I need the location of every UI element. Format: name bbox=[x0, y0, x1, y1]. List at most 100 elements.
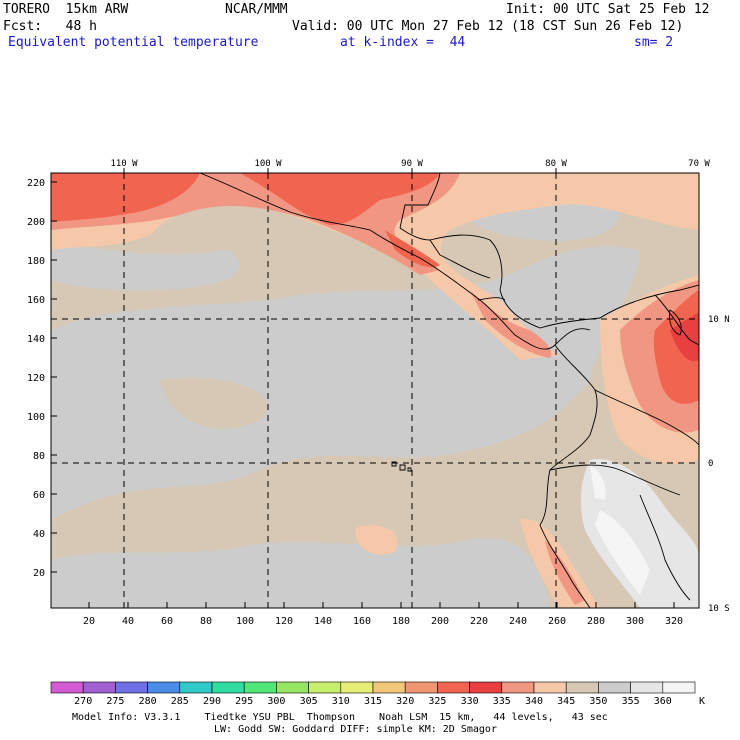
colorbar-swatch bbox=[533, 681, 567, 694]
colorbar-swatch bbox=[276, 681, 309, 694]
latitude-labels: 10 N 0 10 S bbox=[708, 315, 730, 614]
colorbar-label: 345 bbox=[557, 696, 576, 707]
valid-time: Valid: 00 UTC Mon 27 Feb 12 (18 CST Sun … bbox=[292, 19, 684, 34]
salmon-central-america bbox=[470, 290, 552, 358]
x-tick-marks bbox=[88, 602, 675, 608]
andes-light bbox=[580, 459, 699, 608]
andes-white-2 bbox=[590, 465, 606, 500]
colorbar-swatch bbox=[243, 681, 277, 694]
salmon-peru-coast bbox=[545, 540, 585, 605]
colorbar-label: 320 bbox=[396, 696, 415, 707]
longitude-labels: 110 W 100 W 90 W 80 W 70 W bbox=[110, 159, 710, 169]
lon-label: 100 W bbox=[254, 159, 282, 169]
colorbar-label: 280 bbox=[138, 696, 157, 707]
center-label: NCAR/MMM bbox=[225, 2, 288, 17]
colorbar-swatch bbox=[630, 681, 664, 694]
y-label: 180 bbox=[27, 256, 45, 267]
x-label: 260 bbox=[548, 616, 566, 627]
galapagos-3 bbox=[407, 467, 412, 472]
red-deep-colombia bbox=[670, 312, 699, 362]
y-label: 80 bbox=[33, 451, 45, 462]
lon-label: 70 W bbox=[688, 159, 710, 169]
init-time: Init: 00 UTC Sat 25 Feb 12 bbox=[506, 2, 710, 17]
model-info-line2: LW: Godd SW: Goddard DIFF: simple KM: 2D… bbox=[214, 724, 497, 735]
colorbar-label: 315 bbox=[363, 696, 383, 707]
y-label: 100 bbox=[27, 412, 45, 423]
smoothing-label: sm= 2 bbox=[634, 35, 674, 50]
x-label: 220 bbox=[470, 616, 488, 627]
level-label: at k-index = 44 bbox=[340, 35, 466, 50]
x-label: 140 bbox=[314, 616, 332, 627]
x-label: 40 bbox=[122, 616, 134, 627]
y-label: 120 bbox=[27, 373, 45, 384]
colorbar-label: 305 bbox=[299, 696, 318, 707]
lon-tick-marks bbox=[123, 168, 557, 173]
field-shading bbox=[51, 173, 699, 608]
border-andes-1 bbox=[599, 284, 699, 319]
red-guatemala bbox=[385, 230, 440, 268]
x-label: 60 bbox=[161, 616, 173, 627]
coastlines bbox=[199, 173, 699, 608]
lat-label: 0 bbox=[708, 459, 713, 469]
colorbar-swatch bbox=[308, 681, 342, 694]
colorbar-label: 350 bbox=[589, 696, 608, 707]
colorbar-swatch bbox=[82, 681, 116, 694]
y-tick-labels: 220 200 180 160 140 120 100 80 60 40 20 bbox=[27, 178, 45, 579]
x-label: 320 bbox=[665, 616, 683, 627]
border-peru-brazil bbox=[639, 494, 691, 601]
x-tick-labels: 20 40 60 80 100 120 140 160 180 200 220 … bbox=[83, 616, 683, 627]
border-ecuador bbox=[549, 464, 681, 496]
plot-frame bbox=[50, 172, 700, 609]
tan-patch-2 bbox=[330, 477, 425, 526]
x-label: 80 bbox=[200, 616, 212, 627]
colorbar-label: 295 bbox=[235, 696, 254, 707]
x-label: 100 bbox=[236, 616, 254, 627]
coast-central-america bbox=[419, 257, 591, 350]
border-venezuela bbox=[654, 294, 699, 346]
border-guatemala bbox=[399, 227, 441, 256]
galapagos-2 bbox=[399, 464, 406, 471]
coast-mexico bbox=[199, 173, 421, 259]
latlon-grid bbox=[51, 173, 699, 608]
y-label: 200 bbox=[27, 217, 45, 228]
colorbar-label: 270 bbox=[74, 696, 93, 707]
colorbar-label: 290 bbox=[202, 696, 222, 707]
border-nicaragua bbox=[477, 297, 506, 301]
y-label: 220 bbox=[27, 178, 45, 189]
peach-patch-ocean bbox=[355, 525, 398, 555]
colorbar-swatch bbox=[340, 681, 374, 694]
galapagos-1 bbox=[391, 461, 397, 467]
x-label: 280 bbox=[587, 616, 605, 627]
colorbar-swatch bbox=[501, 681, 535, 694]
forecast-hour: Fcst: 48 h bbox=[3, 19, 97, 34]
colorbar-swatch bbox=[147, 681, 181, 694]
border-honduras bbox=[439, 254, 491, 279]
colorbar-swatch bbox=[404, 681, 438, 694]
colorbar-label: 330 bbox=[460, 696, 479, 707]
colorbar-unit: K bbox=[699, 696, 705, 707]
colorbar-label: 285 bbox=[170, 696, 189, 707]
red-colombia bbox=[653, 290, 699, 404]
colorbar-swatch bbox=[469, 681, 503, 694]
border-lake bbox=[669, 309, 682, 336]
tan-patch-1 bbox=[160, 377, 268, 429]
lon-label: 110 W bbox=[110, 159, 138, 169]
model-info-line1: Model Info: V3.3.1 Tiedtke YSU PBL Thomp… bbox=[72, 712, 608, 723]
colorbar-swatch bbox=[437, 681, 470, 694]
colorbar-swatch bbox=[50, 681, 84, 694]
lon-label: 80 W bbox=[545, 159, 567, 169]
colorbar-label: 275 bbox=[106, 696, 125, 707]
field-name: Equivalent potential temperature bbox=[8, 35, 259, 50]
colorbar-label: 355 bbox=[621, 696, 640, 707]
colorbar-swatch bbox=[179, 681, 213, 694]
x-label: 200 bbox=[431, 616, 449, 627]
coast-yucatan bbox=[399, 173, 441, 229]
border-andes-2 bbox=[594, 389, 699, 446]
y-label: 40 bbox=[33, 529, 45, 540]
colorbar-label: 340 bbox=[524, 696, 544, 707]
x-label: 240 bbox=[509, 616, 527, 627]
y-label: 140 bbox=[27, 334, 45, 345]
colorbar-label: 335 bbox=[492, 696, 511, 707]
y-label: 60 bbox=[33, 490, 45, 501]
